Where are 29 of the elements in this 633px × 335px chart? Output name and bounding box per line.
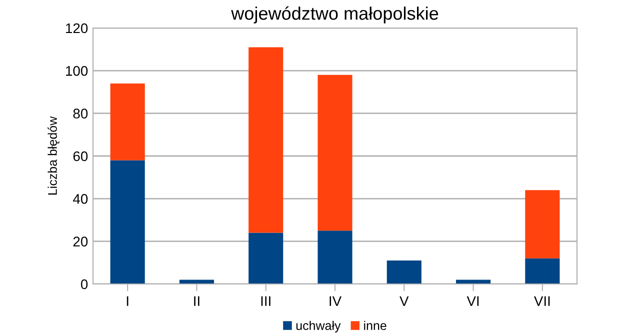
- x-tick-label: I: [126, 296, 128, 306]
- y-axis-title: Liczba błędów: [48, 116, 60, 195]
- bar: [110, 160, 145, 284]
- y-tick-label: 20: [73, 236, 88, 247]
- x-tick-label: IV: [330, 296, 342, 306]
- bar: [248, 47, 284, 233]
- bar: [386, 260, 422, 284]
- bar: [248, 232, 284, 284]
- y-tick-label: 80: [73, 108, 88, 119]
- bar: [525, 190, 560, 258]
- bar: [179, 280, 214, 284]
- bar: [318, 74, 352, 231]
- chart-title: województwo małopolskie: [231, 6, 438, 24]
- y-tick-label: 40: [73, 194, 88, 204]
- legend-label: inne: [364, 320, 386, 330]
- x-tick-label: V: [400, 296, 409, 306]
- bar: [318, 230, 352, 284]
- x-tick-label: II: [194, 296, 200, 306]
- y-tick-label: 100: [66, 66, 88, 76]
- y-tick-label: 0: [80, 279, 88, 290]
- y-tick-label: 120: [66, 23, 88, 34]
- x-tick-label: VII: [534, 296, 550, 306]
- bar: [456, 280, 491, 284]
- x-tick-label: VI: [466, 296, 479, 306]
- x-tick-label: III: [261, 296, 270, 306]
- legend-label: uchwały: [296, 320, 341, 332]
- bar: [110, 83, 145, 160]
- y-tick-label: 60: [73, 151, 88, 162]
- bar: [525, 258, 560, 284]
